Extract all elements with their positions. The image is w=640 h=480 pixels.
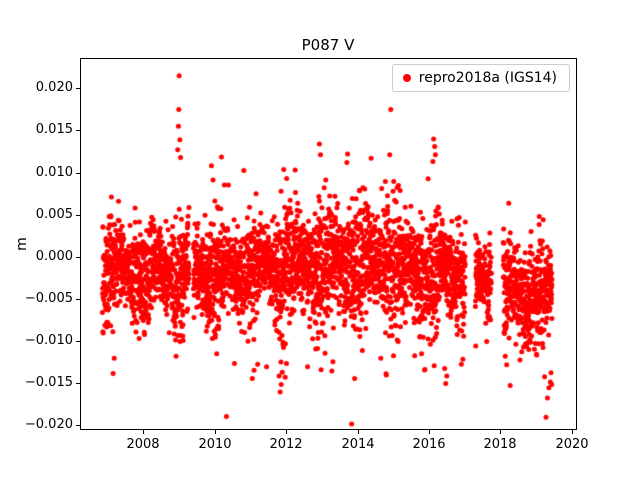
x-tick [286, 430, 287, 434]
x-tick [500, 430, 501, 434]
plot-area: repro2018a (IGS14) [80, 58, 577, 430]
y-tick-label: −0.020 [24, 417, 73, 432]
y-tick [76, 341, 80, 342]
y-tick-label: −0.005 [24, 291, 73, 306]
x-tick-label: 2020 [555, 437, 589, 452]
x-tick [429, 430, 430, 434]
y-tick-label: 0.000 [35, 249, 73, 264]
y-tick [76, 173, 80, 174]
y-tick [76, 215, 80, 216]
plot-title: P087 V [301, 36, 355, 54]
y-tick [76, 383, 80, 384]
x-tick [572, 430, 573, 434]
y-tick-label: 0.010 [35, 165, 73, 180]
y-tick-label: 0.020 [35, 80, 73, 95]
y-tick [76, 257, 80, 258]
legend-marker-icon [402, 74, 411, 82]
y-tick-label: −0.010 [24, 333, 73, 348]
legend-label: repro2018a (IGS14) [418, 70, 557, 86]
x-tick [143, 430, 144, 434]
x-tick-label: 2008 [126, 437, 160, 452]
x-tick [358, 430, 359, 434]
y-tick-label: −0.015 [24, 375, 73, 390]
x-tick-label: 2016 [412, 437, 446, 452]
x-tick-label: 2012 [269, 437, 303, 452]
y-tick [76, 88, 80, 89]
y-tick-label: 0.015 [35, 122, 73, 137]
y-tick [76, 425, 80, 426]
y-tick [76, 299, 80, 300]
x-tick-label: 2010 [198, 437, 232, 452]
x-tick [215, 430, 216, 434]
y-tick-label: 0.005 [35, 207, 73, 222]
x-tick-label: 2018 [483, 437, 517, 452]
x-tick-label: 2014 [341, 437, 375, 452]
y-tick [76, 130, 80, 131]
legend: repro2018a (IGS14) [391, 64, 570, 92]
scatter-canvas [81, 59, 576, 429]
